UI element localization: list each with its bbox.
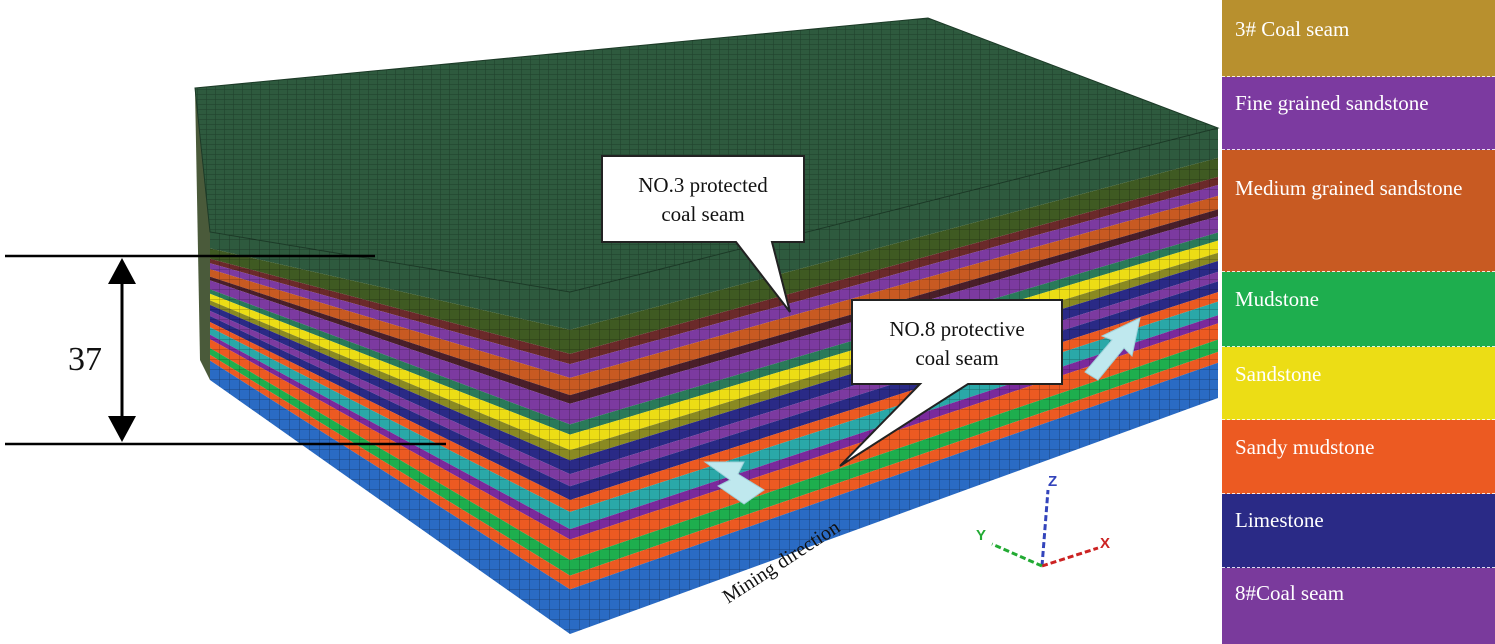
- legend-item-sandy-mudstone: Sandy mudstone: [1222, 420, 1495, 494]
- legend-label: Mudstone: [1235, 287, 1319, 311]
- legend-label: Fine grained sandstone: [1235, 91, 1429, 115]
- legend-item-mudstone: Mudstone: [1222, 272, 1495, 347]
- legend-item-coal-seam-8: 8#Coal seam: [1222, 568, 1495, 644]
- dimension-indicator: 37: [5, 254, 446, 446]
- legend-label: Limestone: [1235, 508, 1324, 532]
- legend-label: 3# Coal seam: [1235, 17, 1350, 41]
- callout-protective-seam: NO.8 protective coal seam: [839, 299, 1063, 467]
- y-axis-label: Y: [976, 527, 986, 544]
- legend-label: Medium grained sandstone: [1235, 176, 1463, 200]
- legend-item-fine-sandstone: Fine grained sandstone: [1222, 77, 1495, 150]
- legend-label: Sandstone: [1235, 362, 1322, 386]
- legend-item-medium-sandstone: Medium grained sandstone: [1222, 150, 1495, 272]
- dimension-value: 37: [68, 341, 102, 378]
- legend-item-sandstone: Sandstone: [1222, 347, 1495, 420]
- callout-protective-line2: coal seam: [915, 346, 998, 370]
- z-axis-label: Z: [1048, 473, 1057, 490]
- coordinate-axes: Z X Y: [976, 473, 1110, 568]
- legend-label: 8#Coal seam: [1235, 581, 1345, 605]
- x-axis-label: X: [1100, 535, 1110, 552]
- legend-item-limestone: Limestone: [1222, 494, 1495, 568]
- left-face-mesh: [210, 232, 570, 634]
- legend-item-coal-seam-3: 3# Coal seam: [1222, 0, 1495, 77]
- callout-protected-line2: coal seam: [661, 202, 744, 226]
- legend-label: Sandy mudstone: [1235, 435, 1375, 459]
- mining-arrow-left: [703, 461, 765, 505]
- model-edge-strip: [195, 88, 210, 380]
- layer-legend: 3# Coal seam Fine grained sandstone Medi…: [1222, 0, 1495, 644]
- callout-protective-line1: NO.8 protective: [889, 317, 1024, 341]
- callout-protected-seam: NO.3 protected coal seam: [601, 155, 805, 313]
- callout-protected-line1: NO.3 protected: [638, 173, 768, 197]
- mining-arrow-right: [1084, 317, 1141, 381]
